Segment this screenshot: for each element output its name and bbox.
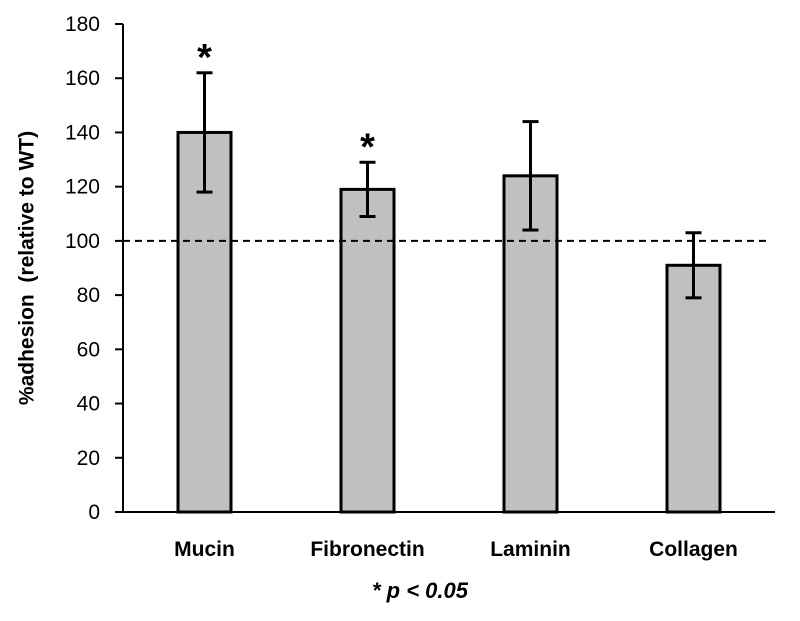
x-tick-label-fibronectin: Fibronectin [310, 538, 424, 561]
y-tick-label: 140 [65, 121, 100, 144]
y-tick-label: 80 [77, 284, 100, 307]
y-ticks-group: 0 20 40 60 80 100 120 140 160 180 [65, 13, 123, 524]
error-bar-mucin [196, 71, 213, 194]
x-tick-label-mucin: Mucin [174, 538, 235, 561]
y-tick-label: 120 [65, 176, 100, 199]
y-tick-label: 60 [77, 338, 100, 361]
error-bars-group [196, 71, 702, 300]
y-tick-label: 180 [65, 13, 100, 36]
bar-laminin [502, 174, 559, 514]
significance-mark-mucin: * [197, 37, 212, 79]
bar-collagen [665, 263, 722, 514]
significance-mark-fibronectin: * [360, 126, 375, 168]
y-tick-label: 20 [77, 447, 100, 470]
x-labels-group: Mucin Fibronectin Laminin Collagen [174, 538, 738, 561]
axes-group [122, 24, 775, 513]
y-axis-title: %adhesion (relative to WT) [16, 131, 39, 405]
bar-fibronectin [339, 187, 396, 514]
y-tick-label: 160 [65, 67, 100, 90]
bars-group [176, 130, 722, 514]
error-bar-fibronectin [359, 160, 376, 218]
y-tick-label: 0 [88, 501, 100, 524]
error-bar-laminin [522, 120, 539, 232]
footnote: * p < 0.05 [372, 578, 469, 603]
significance-group: ** [197, 37, 375, 168]
y-tick-label: 100 [65, 230, 100, 253]
bar-mucin [176, 130, 233, 514]
y-tick-label: 40 [77, 393, 100, 416]
x-tick-label-laminin: Laminin [490, 538, 571, 561]
error-bar-collagen [685, 231, 702, 300]
x-tick-label-collagen: Collagen [649, 538, 738, 561]
